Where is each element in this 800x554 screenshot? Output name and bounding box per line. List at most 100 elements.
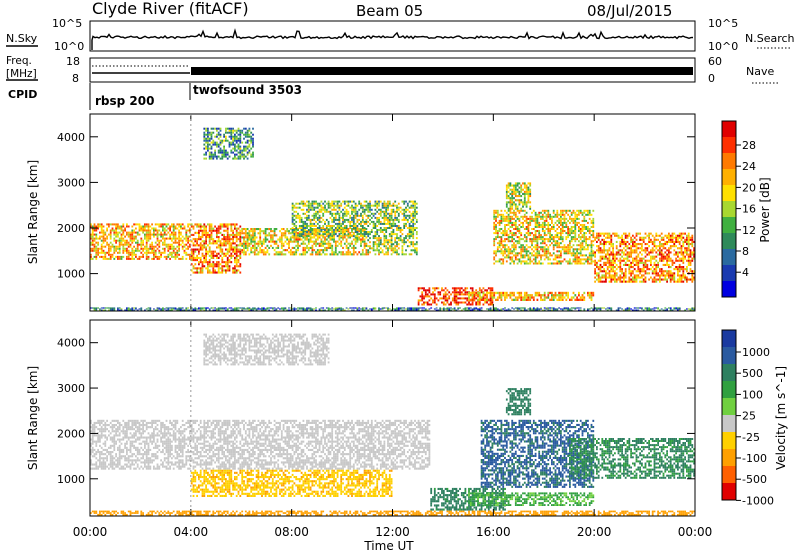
data-cell: [208, 240, 211, 243]
data-cell: [100, 255, 103, 258]
data-cell: [156, 229, 159, 232]
data-cell: [396, 216, 398, 219]
data-cell: [569, 240, 571, 243]
data-cell: [554, 294, 557, 297]
data-cell: [102, 231, 105, 234]
data-cell: [619, 245, 622, 248]
data-cell: [289, 307, 292, 309]
data-cell: [367, 233, 370, 236]
data-cell: [367, 202, 370, 205]
data-cell: [358, 251, 361, 254]
data-cell: [525, 221, 528, 224]
data-cell: [432, 301, 434, 304]
data-cell: [415, 202, 418, 205]
data-cell: [648, 251, 650, 254]
data-cell: [174, 307, 177, 309]
data-cell: [401, 239, 404, 242]
data-cell: [493, 209, 496, 212]
data-cell: [178, 307, 180, 309]
data-cell: [309, 240, 312, 243]
data-cell: [558, 260, 560, 263]
data-cell: [239, 263, 242, 266]
data-cell: [653, 236, 656, 239]
data-cell: [183, 225, 186, 228]
data-cell: [149, 231, 152, 234]
data-cell: [560, 242, 562, 245]
data-cell: [273, 249, 276, 252]
data-cell: [153, 251, 155, 254]
data-cell: [408, 214, 411, 217]
data-cell: [543, 246, 546, 249]
data-cell: [376, 237, 379, 240]
data-cell: [113, 309, 116, 311]
data-cell: [338, 230, 341, 233]
data-cell: [185, 243, 188, 246]
data-cell: [541, 254, 544, 257]
data-cell: [390, 245, 393, 248]
data-cell: [354, 227, 357, 229]
data-cell: [320, 220, 323, 223]
data-cell: [525, 252, 528, 255]
data-cell: [678, 274, 681, 277]
data-cell: [106, 257, 108, 260]
data-cell: [630, 263, 632, 266]
data-cell: [682, 272, 685, 275]
data-cell: [237, 259, 240, 262]
data-cell: [603, 261, 605, 264]
data-cell: [334, 240, 337, 243]
data-cell: [523, 296, 526, 299]
data-cell: [297, 242, 299, 245]
data-cell: [403, 222, 406, 225]
data-cell: [612, 263, 614, 266]
data-cell: [95, 307, 98, 309]
data-cell: [243, 249, 245, 252]
data-cell: [212, 250, 215, 253]
data-cell: [210, 229, 213, 232]
data-cell: [655, 259, 658, 262]
data-cell: [664, 270, 667, 273]
data-cell: [578, 248, 580, 251]
data-cell: [154, 223, 157, 226]
data-cell: [567, 294, 569, 297]
data-cell: [392, 204, 395, 207]
data-cell: [334, 233, 337, 236]
data-cell: [540, 211, 542, 214]
data-cell: [693, 247, 695, 250]
noise-left-tick-bottom: 10^0: [54, 40, 84, 53]
data-cell: [529, 246, 532, 249]
data-cell: [336, 307, 339, 309]
data-cell: [626, 251, 629, 254]
data-cell: [614, 259, 616, 262]
data-cell: [601, 276, 604, 279]
data-cell: [266, 244, 269, 247]
data-cell: [127, 243, 130, 246]
data-cell: [316, 238, 319, 241]
data-cell: [680, 259, 683, 262]
data-cell: [565, 260, 568, 263]
data-cell: [547, 221, 550, 224]
data-cell: [216, 252, 218, 255]
data-cell: [196, 231, 198, 234]
data-cell: [560, 228, 562, 230]
data-cell: [387, 227, 389, 229]
data-cell: [498, 296, 501, 299]
data-cell: [315, 225, 317, 227]
data-cell: [333, 204, 335, 207]
data-cell: [169, 235, 171, 238]
data-cell: [615, 268, 618, 271]
data-cell: [232, 309, 234, 311]
data-cell: [437, 287, 440, 290]
data-cell: [605, 270, 607, 273]
data-cell: [99, 251, 101, 254]
data-cell: [288, 232, 290, 235]
data-cell: [331, 202, 334, 205]
data-cell: [540, 224, 542, 226]
data-cell: [320, 307, 323, 309]
data-cell: [295, 233, 298, 236]
data-cell: [113, 249, 116, 252]
data-cell: [563, 226, 566, 228]
data-cell: [563, 209, 566, 212]
data-cell: [185, 309, 188, 311]
data-cell: [569, 248, 571, 251]
data-cell: [646, 234, 649, 237]
